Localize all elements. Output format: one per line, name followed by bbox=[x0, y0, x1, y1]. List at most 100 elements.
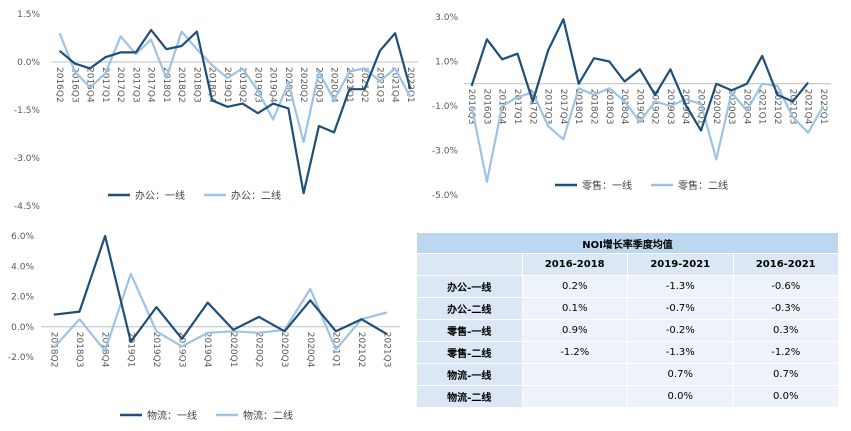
x-tick-label: 2018Q1 bbox=[573, 89, 583, 125]
table-corner bbox=[416, 253, 523, 276]
y-tick-label: -3.0% bbox=[432, 147, 459, 157]
x-tick-label: 2018Q2 bbox=[176, 67, 186, 103]
y-tick-label: 2.0% bbox=[11, 293, 34, 303]
x-tick-label: 2021Q3 bbox=[787, 89, 797, 125]
x-tick-label: 2021Q2 bbox=[359, 67, 369, 103]
table-cell: -0.7% bbox=[627, 297, 734, 320]
table-cell: 0.3% bbox=[732, 319, 839, 342]
y-tick-label: -1.5% bbox=[14, 106, 41, 116]
x-tick-label: 2019Q2 bbox=[151, 332, 161, 368]
y-tick-label: -1.0% bbox=[432, 102, 459, 112]
y-tick-label: 1.5% bbox=[17, 10, 40, 20]
table-cell: -1.2% bbox=[521, 341, 628, 364]
table-row: 物流-一线 0.7% 0.7% bbox=[416, 363, 839, 386]
x-tick-label: 2018Q4 bbox=[207, 67, 217, 103]
legend-label: 零售：一线 bbox=[582, 179, 632, 192]
row-label: 零售-一线 bbox=[416, 319, 523, 342]
table-cell: 0.0% bbox=[627, 385, 734, 408]
series-line-tier2 bbox=[470, 82, 825, 183]
table-cell: -0.6% bbox=[732, 275, 839, 298]
x-tick-label: 2017Q4 bbox=[558, 89, 568, 125]
table-cell: 0.0% bbox=[732, 385, 839, 408]
x-tick-label: 2018Q2 bbox=[588, 89, 598, 125]
y-tick-label: 0.0% bbox=[17, 58, 40, 68]
table-cell: -0.3% bbox=[732, 297, 839, 320]
x-tick-label: 2018Q3 bbox=[74, 332, 84, 368]
x-tick-label: 2021Q2 bbox=[772, 89, 782, 125]
x-tick-label: 2021Q3 bbox=[382, 332, 392, 368]
x-tick-label: 2017Q3 bbox=[130, 67, 140, 103]
series-line-tier1 bbox=[58, 28, 412, 195]
table-cell: 0.7% bbox=[732, 363, 839, 386]
column-header: 2016-2018 bbox=[521, 253, 628, 276]
table-row: 办公-二线 0.1% -0.7% -0.3% bbox=[416, 297, 839, 320]
x-tick-label: 2019Q4 bbox=[268, 67, 278, 103]
row-label: 办公-一线 bbox=[416, 275, 523, 298]
x-tick-label: 2017Q2 bbox=[115, 67, 125, 103]
table-cell: -1.3% bbox=[627, 341, 734, 364]
x-tick-label: 2018Q3 bbox=[604, 89, 614, 125]
row-label: 物流-二线 bbox=[416, 385, 523, 408]
x-tick-label: 2017Q1 bbox=[100, 67, 110, 103]
y-tick-label: -5.0% bbox=[432, 191, 459, 201]
table-cell: -1.3% bbox=[627, 275, 734, 298]
row-label: 办公-二线 bbox=[416, 297, 523, 320]
legend-label: 办公：一线 bbox=[135, 189, 185, 202]
x-tick-label: 2020Q2 bbox=[711, 89, 721, 125]
table-row: 零售-一线 0.9% -0.2% 0.3% bbox=[416, 319, 839, 342]
x-tick-label: 2020Q3 bbox=[279, 332, 289, 368]
x-tick-label: 2018Q2 bbox=[48, 332, 58, 368]
table-row: 零售-二线 -1.2% -1.3% -1.2% bbox=[416, 341, 839, 364]
table-cell: -1.2% bbox=[732, 341, 839, 364]
x-tick-label: 2017Q1 bbox=[512, 89, 522, 125]
x-tick-label: 2018Q3 bbox=[191, 67, 201, 103]
x-tick-label: 2020Q3 bbox=[313, 67, 323, 103]
series-line-tier1 bbox=[53, 234, 388, 343]
x-tick-label: 2021Q4 bbox=[390, 67, 400, 103]
y-tick-label: 6.0% bbox=[11, 232, 34, 242]
table-cell: 0.7% bbox=[627, 363, 734, 386]
x-tick-label: 2019Q1 bbox=[222, 67, 232, 103]
table-cell: 0.9% bbox=[521, 319, 628, 342]
series-line-tier1 bbox=[470, 18, 809, 132]
x-tick-label: 2020Q1 bbox=[696, 89, 706, 125]
x-tick-label: 2019Q4 bbox=[202, 332, 212, 368]
legend-label: 物流：二线 bbox=[243, 409, 293, 422]
x-tick-label: 2021Q1 bbox=[757, 89, 767, 125]
x-tick-label: 2020Q3 bbox=[726, 89, 736, 125]
noi-summary-table: NOI增长率季度均值 2016-2018 2019-2021 2016-2021… bbox=[416, 232, 839, 408]
x-tick-label: 2021Q1 bbox=[344, 67, 354, 103]
series-line-tier2 bbox=[52, 272, 388, 352]
x-tick-label: 2020Q4 bbox=[741, 89, 751, 125]
x-tick-label: 2019Q4 bbox=[680, 89, 690, 125]
table-row: 物流-二线 0.0% 0.0% bbox=[416, 385, 839, 408]
retail-chart: 3.0%1.0%-1.0%-3.0%-5.0%2016Q3 2016Q3 2016Q… bbox=[432, 13, 831, 201]
table-cell bbox=[521, 363, 628, 386]
x-tick-label: 2019Q1 bbox=[634, 89, 644, 125]
office-chart: 1.5% 0.0% -1.5% -3.0% -4.5% 2016Q2 2016Q3 2016Q… bbox=[14, 10, 418, 212]
x-tick-label: 2017Q4 bbox=[146, 67, 156, 103]
legend-label: 办公：二线 bbox=[231, 189, 281, 202]
y-tick-label: 3.0% bbox=[435, 13, 458, 23]
y-tick-label: -3.0% bbox=[14, 154, 41, 164]
x-tick-label: 2020Q2 bbox=[253, 332, 263, 368]
x-tick-label: 2017Q3 bbox=[543, 89, 553, 125]
x-tick-label: 2016Q3 bbox=[481, 89, 491, 125]
x-tick-label: 2019Q3 bbox=[252, 67, 262, 103]
x-tick-label: 2019Q1 bbox=[125, 332, 135, 368]
column-header: 2019-2021 bbox=[627, 253, 734, 276]
table-cell bbox=[521, 385, 628, 408]
logistics-chart: 6.0%4.0%2.0%0.0%-2.0% 2018Q2 2018Q3 2018Q4 2… bbox=[8, 232, 400, 422]
column-header: 2016-2021 bbox=[732, 253, 839, 276]
legend-label: 零售：二线 bbox=[678, 179, 728, 192]
table-cell: 0.1% bbox=[521, 297, 628, 320]
table-cell: -0.2% bbox=[627, 319, 734, 342]
y-tick-label: -4.5% bbox=[14, 202, 41, 212]
x-tick-label: 2021Q3 bbox=[374, 67, 384, 103]
table-cell: 0.2% bbox=[521, 275, 628, 298]
x-tick-label: 2020Q2 bbox=[298, 67, 308, 103]
x-tick-label: 2016Q2 bbox=[54, 67, 64, 103]
x-tick-label: 2017Q2 bbox=[527, 89, 537, 125]
y-tick-label: 0.0% bbox=[11, 323, 34, 333]
table-row: 办公-一线 0.2% -1.3% -0.6% bbox=[416, 275, 839, 298]
